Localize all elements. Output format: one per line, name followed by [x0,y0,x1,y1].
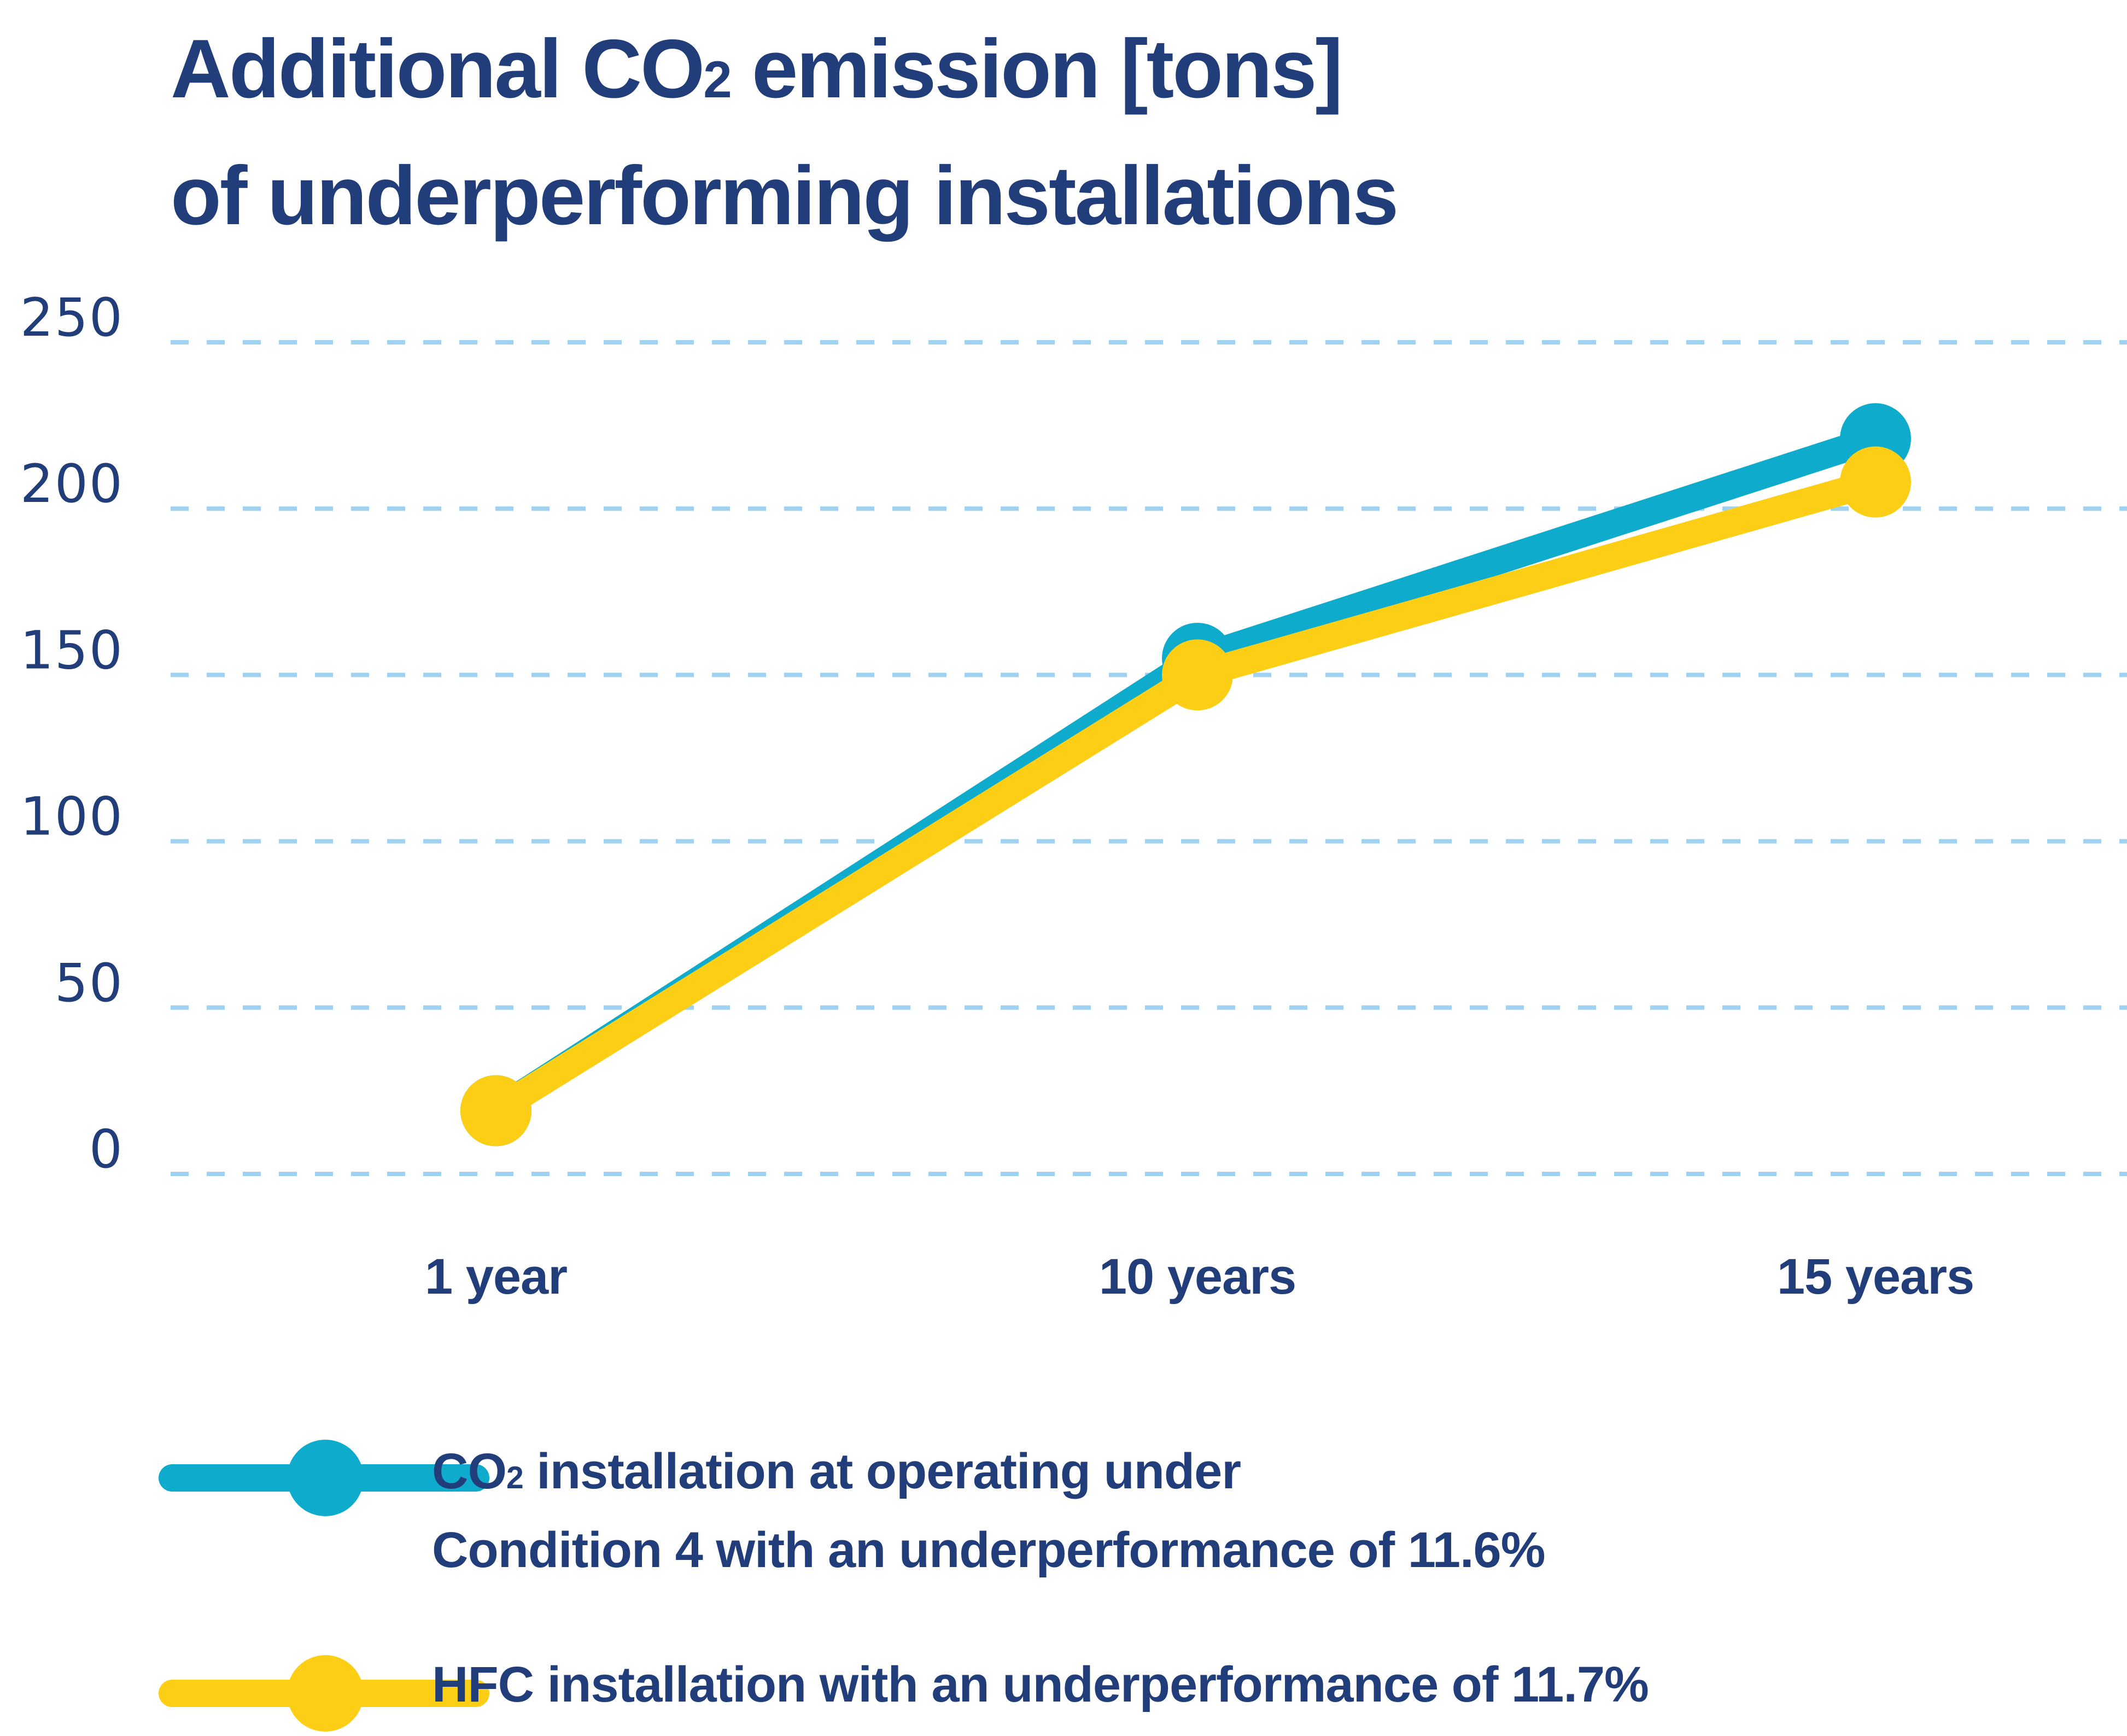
y-tick-label: 0 [89,1119,124,1180]
x-tick-label: 1 year [425,1249,567,1305]
legend-markers [159,1440,489,1732]
title-text-suffix: emission [tons] [730,22,1343,115]
series-co2 [460,403,1911,1147]
y-tick-label: 150 [20,619,124,681]
y-tick-label: 50 [55,952,124,1014]
series-line [488,469,1879,1123]
y-tick-label: 250 [20,287,124,348]
legend-dot [287,1655,364,1732]
y-tick-label: 100 [20,786,124,847]
gridlines [171,340,2127,1176]
legend-dot [287,1440,364,1516]
chart-title: Additional CO2 emission [tons] of underp… [171,11,1399,254]
title-line-2: of underperforming installations [171,149,1399,242]
x-tick-label: 15 years [1777,1249,1974,1305]
y-axis-ticks: 0 50 100 150 200 250 [20,287,124,1180]
legend-marker-hfc [159,1655,489,1732]
y-tick-label: 200 [20,453,124,515]
data-point [460,1075,531,1147]
series-hfc [460,446,1911,1147]
series-group [460,403,1911,1147]
legend-marker-co2 [159,1440,489,1516]
title-text-prefix: Additional CO [171,22,705,115]
title-subscript: 2 [703,51,732,108]
data-point [1162,639,1233,711]
title-line-1: Additional CO2 emission [tons] [171,22,1343,115]
data-point [1840,446,1911,518]
x-axis-ticks: 1 year 10 years 15 years [425,1249,1974,1305]
x-tick-label: 10 years [1099,1249,1296,1305]
